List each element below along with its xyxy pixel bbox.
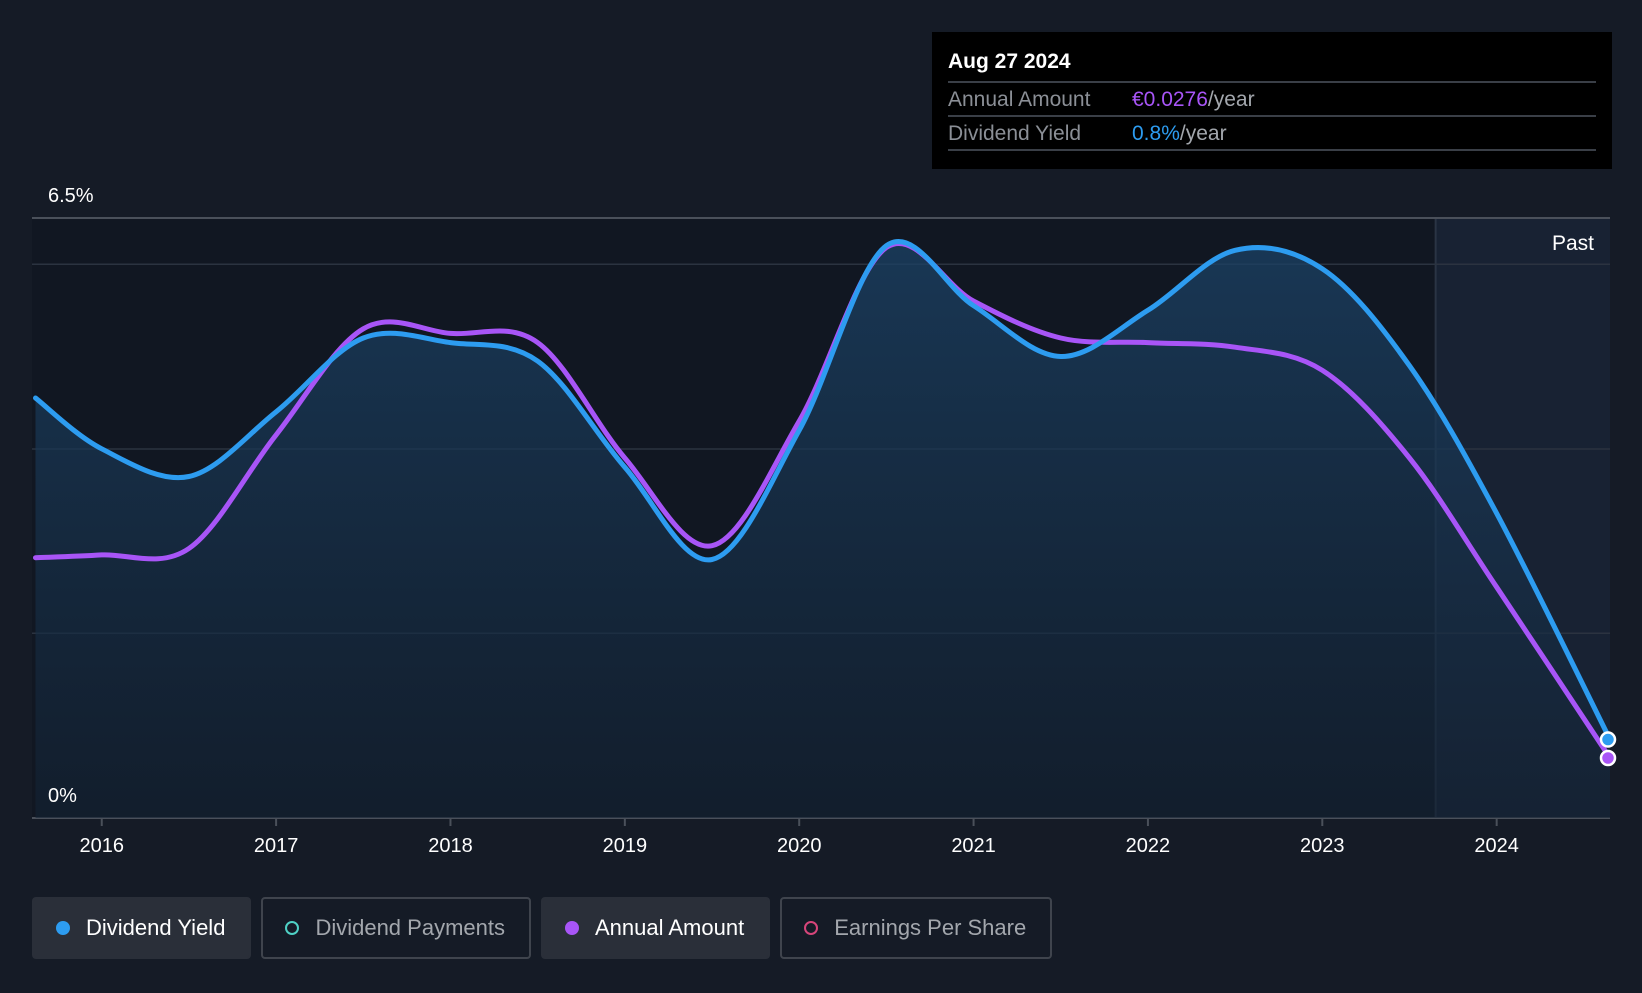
- legend-label: Dividend Yield: [86, 915, 226, 940]
- legend-dot-icon: [564, 921, 579, 935]
- x-tick-label: 2018: [428, 835, 473, 857]
- x-tick-label: 2024: [1474, 835, 1519, 857]
- annual-amount-line: [33, 240, 1613, 761]
- x-tick-label: 2017: [254, 835, 299, 857]
- tooltip-label: Dividend Yield: [948, 122, 1082, 145]
- legend-ring-icon: [804, 921, 819, 935]
- x-tick-label: 2020: [777, 835, 822, 857]
- end-markers: [1599, 731, 1617, 767]
- x-tick-label: 2016: [79, 835, 124, 857]
- tooltip-value: €0.0276: [1132, 88, 1208, 111]
- series-lines: [33, 239, 1613, 761]
- tooltip-value: 0.8%: [1132, 122, 1180, 145]
- past-label: Past: [1552, 232, 1594, 255]
- tooltip-row-dividend-yield: Dividend Yield 0.8% /year: [948, 117, 1596, 151]
- x-axis-ticks: 2016 2017 2018 2019 2020 2021 2022 2023 2024: [79, 818, 1519, 857]
- tooltip-row-annual-amount: Annual Amount €0.0276 /year: [948, 83, 1596, 117]
- tooltip-unit: /year: [1207, 88, 1255, 111]
- dividend-yield-line: [33, 239, 1613, 742]
- legend-dot-icon: [56, 921, 70, 935]
- legend-earnings-per-share[interactable]: Earnings Per Share: [780, 897, 1053, 959]
- x-tick-label: 2023: [1300, 835, 1345, 857]
- x-tick-label: 2021: [951, 835, 996, 857]
- legend: Dividend Yield Dividend Payments Annual …: [32, 897, 1053, 959]
- tooltip-date: Aug 27 2024: [948, 32, 1596, 83]
- legend-ring-icon: [285, 921, 300, 935]
- legend-label: Earnings Per Share: [834, 915, 1027, 940]
- dividend-yield-end-marker: [1599, 731, 1617, 748]
- tooltip-unit: /year: [1179, 122, 1227, 145]
- x-tick-label: 2019: [603, 835, 648, 857]
- y-axis-top-label: 6.5%: [48, 185, 94, 207]
- legend-dividend-payments[interactable]: Dividend Payments: [261, 897, 531, 959]
- legend-dividend-yield[interactable]: Dividend Yield: [32, 897, 252, 959]
- legend-label: Annual Amount: [594, 915, 745, 940]
- y-axis-bottom-label: 0%: [48, 785, 77, 807]
- tooltip-panel: Aug 27 2024 Annual Amount €0.0276 /year …: [932, 32, 1612, 169]
- annual-amount-end-marker: [1599, 749, 1617, 767]
- dividend-yield-area: [35, 241, 1610, 818]
- tooltip-label: Annual Amount: [948, 88, 1091, 111]
- x-tick-label: 2022: [1126, 835, 1171, 857]
- legend-label: Dividend Payments: [315, 915, 505, 940]
- legend-annual-amount[interactable]: Annual Amount: [540, 897, 771, 959]
